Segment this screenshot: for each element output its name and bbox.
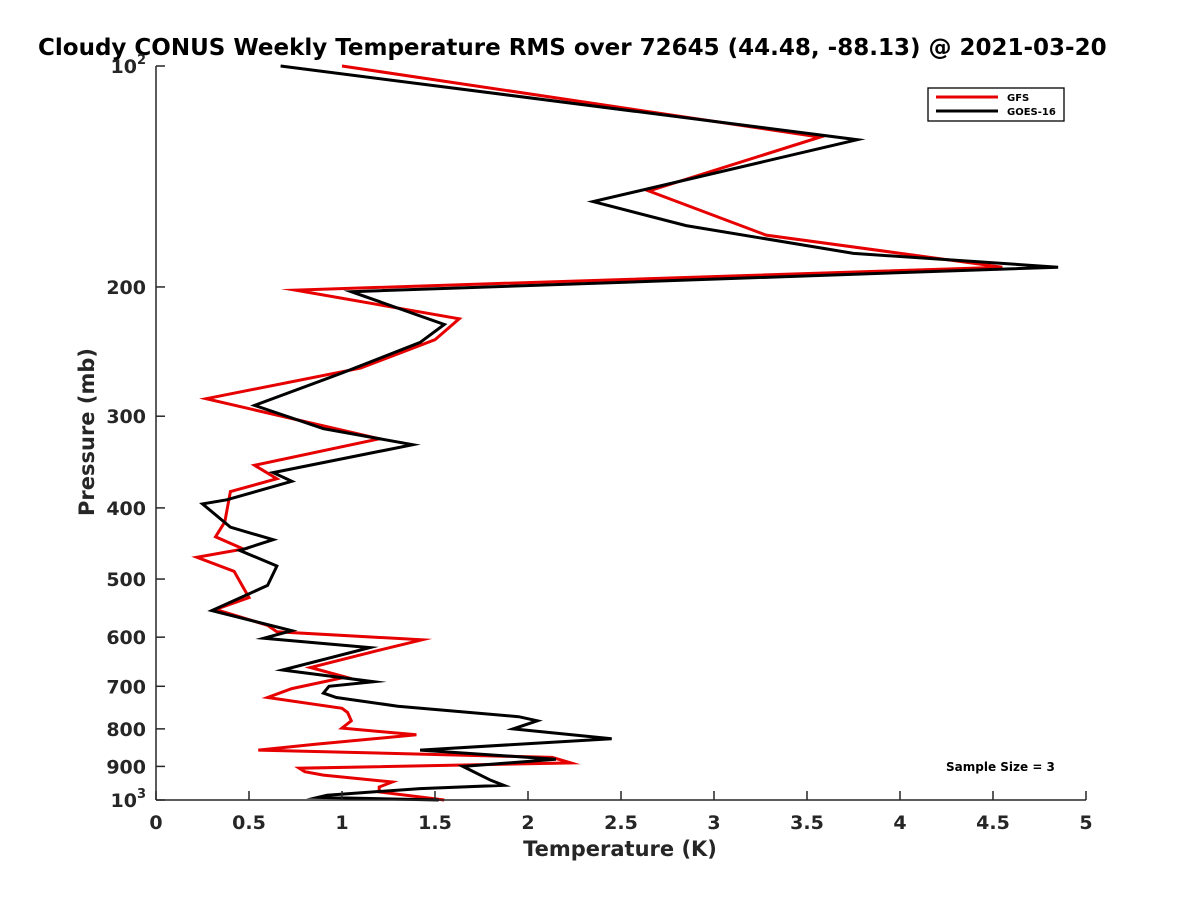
x-tick-label: 3 xyxy=(707,812,720,834)
x-tick-label: 1 xyxy=(335,812,348,834)
y-tick-label: 300 xyxy=(106,406,146,428)
plot-area xyxy=(191,64,1059,802)
y-tick-label: 900 xyxy=(106,756,146,778)
series-line-gfs xyxy=(191,64,1003,802)
x-tick-label: 2.5 xyxy=(604,812,638,834)
y-tick-label: 200 xyxy=(106,277,146,299)
legend-label: GFS xyxy=(1007,93,1029,104)
legend-label: GOES-16 xyxy=(1007,107,1056,118)
axes: 0 0.5 1 1.5 2 2.5 3 3.5 4 4.5 5 102 200 300 400 500 600 7… xyxy=(106,53,1092,834)
y-tick-label: 700 xyxy=(106,676,146,698)
x-axis-title: Temperature (K) xyxy=(523,837,717,861)
sample-size-annotation: Sample Size = 3 xyxy=(946,760,1055,774)
x-tick-label: 0 xyxy=(149,812,162,834)
x-tick-label: 4.5 xyxy=(976,812,1010,834)
x-tick-label: 4 xyxy=(893,812,906,834)
x-tick-label: 5 xyxy=(1079,812,1092,834)
y-tick-label: 102 xyxy=(111,53,147,78)
legend-box xyxy=(927,87,1065,122)
legend: GFS GOES-16 xyxy=(927,87,1065,122)
y-tick-label: 400 xyxy=(106,498,146,520)
chart-title: Cloudy CONUS Weekly Temperature RMS over… xyxy=(38,35,1107,61)
x-tick-label: 2 xyxy=(521,812,534,834)
x-tick-label: 0.5 xyxy=(232,812,266,834)
x-tick-label: 3.5 xyxy=(790,812,824,834)
y-tick-label: 103 xyxy=(111,787,147,812)
y-tick-label: 600 xyxy=(106,627,146,649)
x-tick-label: 1.5 xyxy=(418,812,452,834)
series-line-goes-16 xyxy=(199,64,1059,802)
y-tick-label: 500 xyxy=(106,569,146,591)
y-axis-title: Pressure (mb) xyxy=(75,348,99,516)
y-tick-label: 800 xyxy=(106,719,146,741)
